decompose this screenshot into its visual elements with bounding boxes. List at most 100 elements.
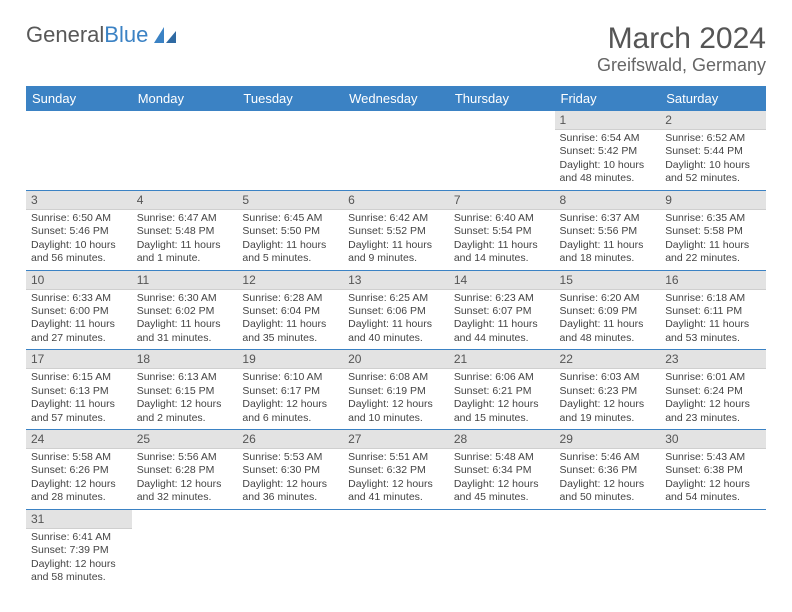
sunrise-line: Sunrise: 6:47 AM <box>137 212 217 224</box>
day-cell: 4Sunrise: 6:47 AMSunset: 5:48 PMDaylight… <box>132 190 238 270</box>
sunrise-line: Sunrise: 6:20 AM <box>560 292 640 304</box>
day-cell: 14 Sunrise: 6:23 AMSunset: 6:07 PMDayligh… <box>449 270 555 350</box>
sunset-line: Sunset: 6:38 PM <box>665 464 743 476</box>
sunrise-line: Sunrise: 6:45 AM <box>242 212 322 224</box>
location: Greifswald, Germany <box>597 55 766 76</box>
empty-cell <box>449 509 555 588</box>
day-cell: 1Sunrise: 6:54 AMSunset: 5:42 PMDaylight… <box>555 111 661 190</box>
sunrise-line: Sunrise: 6:40 AM <box>454 212 534 224</box>
sunrise-line: Sunrise: 6:01 AM <box>665 371 745 383</box>
daylight-line: Daylight: 11 hours and 22 minutes. <box>665 239 749 264</box>
day-content: Sunrise: 6:50 AMSunset: 5:46 PMDaylight:… <box>26 210 132 270</box>
sunset-line: Sunset: 5:48 PM <box>137 225 215 237</box>
day-number: 29 <box>555 430 661 449</box>
day-number: 17 <box>26 350 132 369</box>
empty-cell <box>132 509 238 588</box>
day-content: Sunrise: 6:54 AMSunset: 5:42 PMDaylight:… <box>555 130 661 190</box>
day-number: 12 <box>237 271 343 290</box>
day-cell: 8Sunrise: 6:37 AMSunset: 5:56 PMDaylight… <box>555 190 661 270</box>
day-content: Sunrise: 6:52 AMSunset: 5:44 PMDaylight:… <box>660 130 766 190</box>
sunrise-line: Sunrise: 6:33 AM <box>31 292 111 304</box>
daylight-line: Daylight: 12 hours and 45 minutes. <box>454 478 539 503</box>
calendar-body: 1Sunrise: 6:54 AMSunset: 5:42 PMDaylight… <box>26 111 766 589</box>
daylight-line: Daylight: 12 hours and 54 minutes. <box>665 478 750 503</box>
sunset-line: Sunset: 6:36 PM <box>560 464 638 476</box>
title-block: March 2024 Greifswald, Germany <box>597 22 766 76</box>
day-cell: 28Sunrise: 5:48 AMSunset: 6:34 PMDayligh… <box>449 430 555 510</box>
logo-sail-icon <box>152 25 178 45</box>
day-cell: 12Sunrise: 6:28 AMSunset: 6:04 PMDayligh… <box>237 270 343 350</box>
sunset-line: Sunset: 5:46 PM <box>31 225 109 237</box>
day-cell: 11Sunrise: 6:30 AMSunset: 6:02 PMDayligh… <box>132 270 238 350</box>
weekday-header: Friday <box>555 86 661 111</box>
logo-text-2: Blue <box>104 22 148 48</box>
day-cell: 26Sunrise: 5:53 AMSunset: 6:30 PMDayligh… <box>237 430 343 510</box>
day-content: Sunrise: 6:08 AMSunset: 6:19 PMDaylight:… <box>343 369 449 429</box>
day-number: 6 <box>343 191 449 210</box>
day-number: 31 <box>26 510 132 529</box>
day-content: Sunrise: 5:48 AMSunset: 6:34 PMDaylight:… <box>449 449 555 509</box>
daylight-line: Daylight: 11 hours and 14 minutes. <box>454 239 538 264</box>
day-cell: 6Sunrise: 6:42 AMSunset: 5:52 PMDaylight… <box>343 190 449 270</box>
sunrise-line: Sunrise: 6:42 AM <box>348 212 428 224</box>
day-content: Sunrise: 5:53 AMSunset: 6:30 PMDaylight:… <box>237 449 343 509</box>
daylight-line: Daylight: 11 hours and 27 minutes. <box>31 318 115 343</box>
daylight-line: Daylight: 10 hours and 56 minutes. <box>31 239 116 264</box>
sunrise-line: Sunrise: 5:56 AM <box>137 451 217 463</box>
sunset-line: Sunset: 6:21 PM <box>454 385 532 397</box>
day-cell: 18Sunrise: 6:13 AMSunset: 6:15 PMDayligh… <box>132 350 238 430</box>
day-cell: 2Sunrise: 6:52 AMSunset: 5:44 PMDaylight… <box>660 111 766 190</box>
daylight-line: Daylight: 10 hours and 52 minutes. <box>665 159 750 184</box>
day-cell: 29Sunrise: 5:46 AMSunset: 6:36 PMDayligh… <box>555 430 661 510</box>
day-cell: 27Sunrise: 5:51 AMSunset: 6:32 PMDayligh… <box>343 430 449 510</box>
day-number: 25 <box>132 430 238 449</box>
day-number: 10 <box>26 271 132 290</box>
day-number: 13 <box>343 271 449 290</box>
weekday-header: Sunday <box>26 86 132 111</box>
day-cell: 5Sunrise: 6:45 AMSunset: 5:50 PMDaylight… <box>237 190 343 270</box>
daylight-line: Daylight: 11 hours and 48 minutes. <box>560 318 644 343</box>
sunset-line: Sunset: 6:04 PM <box>242 305 320 317</box>
day-number: 3 <box>26 191 132 210</box>
calendar-row: 10Sunrise: 6:33 AMSunset: 6:00 PMDayligh… <box>26 270 766 350</box>
day-content: Sunrise: 6:25 AMSunset: 6:06 PMDaylight:… <box>343 290 449 350</box>
day-cell: 20Sunrise: 6:08 AMSunset: 6:19 PMDayligh… <box>343 350 449 430</box>
weekday-header: Tuesday <box>237 86 343 111</box>
daylight-line: Daylight: 10 hours and 48 minutes. <box>560 159 645 184</box>
day-number: 8 <box>555 191 661 210</box>
daylight-line: Daylight: 12 hours and 23 minutes. <box>665 398 750 423</box>
sunset-line: Sunset: 6:07 PM <box>454 305 532 317</box>
day-content: Sunrise: 6:42 AMSunset: 5:52 PMDaylight:… <box>343 210 449 270</box>
empty-cell <box>132 111 238 190</box>
sunrise-line: Sunrise: 6:54 AM <box>560 132 640 144</box>
sunset-line: Sunset: 6:02 PM <box>137 305 215 317</box>
daylight-line: Daylight: 12 hours and 58 minutes. <box>31 558 116 583</box>
day-cell: 31Sunrise: 6:41 AMSunset: 7:39 PMDayligh… <box>26 509 132 588</box>
sunrise-line: Sunrise: 6:13 AM <box>137 371 217 383</box>
header: GeneralBlue March 2024 Greifswald, Germa… <box>26 22 766 76</box>
sunrise-line: Sunrise: 6:28 AM <box>242 292 322 304</box>
sunrise-line: Sunrise: 6:23 AM <box>454 292 534 304</box>
day-number: 16 <box>660 271 766 290</box>
sunset-line: Sunset: 6:09 PM <box>560 305 638 317</box>
day-number: 24 <box>26 430 132 449</box>
day-number: 4 <box>132 191 238 210</box>
day-content: Sunrise: 6:03 AMSunset: 6:23 PMDaylight:… <box>555 369 661 429</box>
daylight-line: Daylight: 11 hours and 44 minutes. <box>454 318 538 343</box>
empty-cell <box>449 111 555 190</box>
daylight-line: Daylight: 11 hours and 40 minutes. <box>348 318 432 343</box>
sunset-line: Sunset: 6:30 PM <box>242 464 320 476</box>
sunrise-line: Sunrise: 6:52 AM <box>665 132 745 144</box>
daylight-line: Daylight: 12 hours and 36 minutes. <box>242 478 327 503</box>
day-number: 1 <box>555 111 661 130</box>
sunset-line: Sunset: 6:28 PM <box>137 464 215 476</box>
weekday-header: Wednesday <box>343 86 449 111</box>
month-title: March 2024 <box>597 22 766 55</box>
daylight-line: Daylight: 12 hours and 28 minutes. <box>31 478 116 503</box>
sunset-line: Sunset: 6:32 PM <box>348 464 426 476</box>
day-content: Sunrise: 6:13 AMSunset: 6:15 PMDaylight:… <box>132 369 238 429</box>
day-number: 15 <box>555 271 661 290</box>
day-number: 23 <box>660 350 766 369</box>
day-number: 14 <box>449 271 555 290</box>
sunrise-line: Sunrise: 5:46 AM <box>560 451 640 463</box>
